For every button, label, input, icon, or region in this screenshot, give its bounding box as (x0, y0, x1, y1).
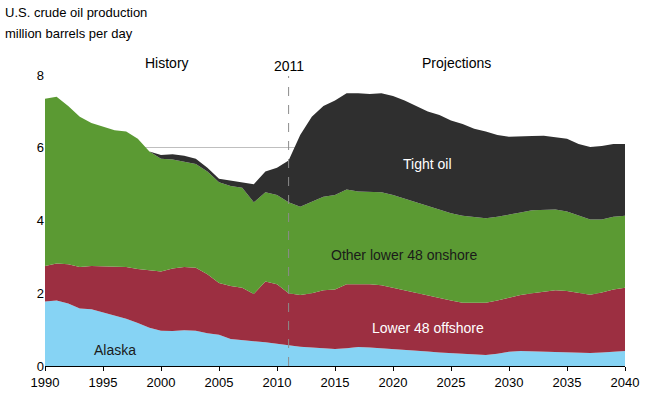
svg-text:8: 8 (37, 68, 44, 83)
svg-text:1995: 1995 (89, 375, 118, 390)
svg-text:6: 6 (37, 140, 44, 155)
svg-text:2: 2 (37, 286, 44, 301)
svg-text:2020: 2020 (379, 375, 408, 390)
svg-text:Tight oil: Tight oil (403, 156, 452, 172)
svg-text:U.S. crude oil production: U.S. crude oil production (5, 5, 147, 20)
svg-text:1990: 1990 (31, 375, 60, 390)
svg-text:0: 0 (37, 359, 44, 374)
svg-text:4: 4 (37, 213, 44, 228)
svg-text:2040: 2040 (611, 375, 640, 390)
svg-text:Lower 48 offshore: Lower 48 offshore (372, 320, 484, 336)
svg-text:million barrels per day: million barrels per day (5, 26, 133, 41)
svg-text:Other lower 48 onshore: Other lower 48 onshore (331, 247, 478, 263)
svg-text:Alaska: Alaska (94, 342, 136, 358)
svg-text:2010: 2010 (263, 375, 292, 390)
svg-text:2015: 2015 (321, 375, 350, 390)
svg-text:2035: 2035 (553, 375, 582, 390)
svg-text:2011: 2011 (274, 58, 304, 74)
svg-text:2030: 2030 (495, 375, 524, 390)
svg-text:Projections: Projections (422, 55, 491, 71)
svg-text:History: History (145, 55, 189, 71)
svg-text:2000: 2000 (147, 375, 176, 390)
svg-text:2025: 2025 (437, 375, 466, 390)
svg-text:2005: 2005 (205, 375, 234, 390)
